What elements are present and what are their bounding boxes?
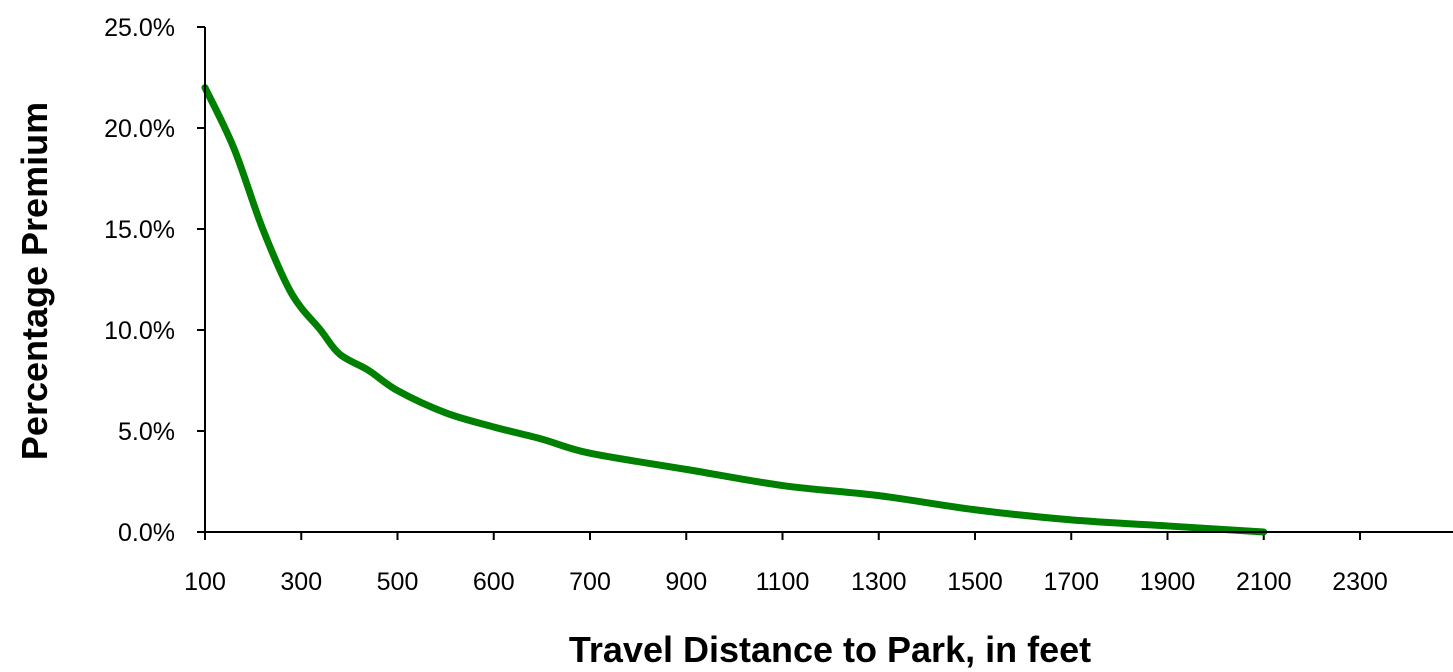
y-axis-title: Percentage Premium: [14, 102, 55, 460]
x-tick-label: 1700: [1043, 568, 1099, 596]
series-line: [201, 84, 1268, 536]
x-tick-label: 600: [473, 568, 515, 596]
x-tick-label: 2300: [1332, 568, 1388, 596]
y-tick-label: 20.0%: [104, 115, 175, 143]
y-tick-label: 0.0%: [118, 519, 175, 547]
y-tick-label: 10.0%: [104, 317, 175, 345]
y-tick-label: 25.0%: [104, 14, 175, 42]
x-tick-label: 100: [184, 568, 226, 596]
x-tick-label: 1500: [947, 568, 1003, 596]
series-layer: [201, 84, 1268, 536]
x-tick-label: 1900: [1140, 568, 1196, 596]
x-tick-label: 500: [377, 568, 419, 596]
x-tick-label: 700: [569, 568, 611, 596]
x-axis-ticks: 100 300 500 600 700 900 1100 1300 1500 1700 1900 21…: [184, 532, 1388, 596]
y-axis-ticks: 0.0% 5.0% 10.0% 15.0% 20.0% 25.0%: [104, 14, 205, 547]
x-tick-label: 900: [665, 568, 707, 596]
x-axis-title: Travel Distance to Park, in feet: [569, 629, 1091, 670]
x-tick-label: 300: [280, 568, 322, 596]
y-tick-label: 15.0%: [104, 216, 175, 244]
y-tick-label: 5.0%: [118, 418, 175, 446]
x-tick-label: 1300: [851, 568, 907, 596]
x-tick-label: 2100: [1236, 568, 1292, 596]
x-tick-label: 1100: [756, 568, 810, 596]
